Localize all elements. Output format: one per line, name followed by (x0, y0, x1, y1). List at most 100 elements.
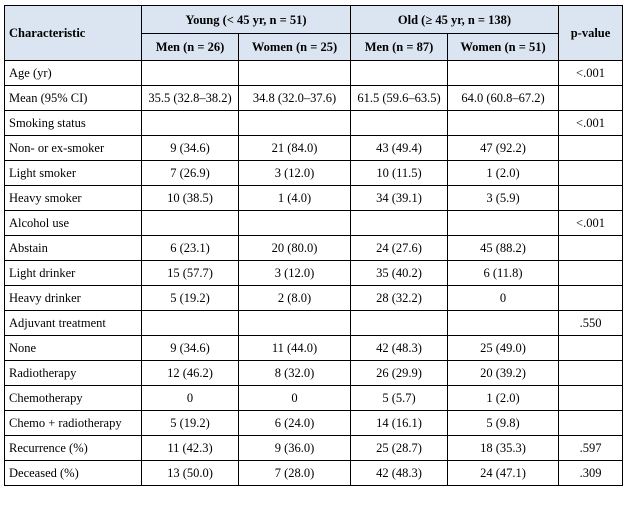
table-cell: 0 (141, 385, 239, 411)
table-cell: 61.5 (59.6–63.5) (350, 85, 448, 111)
row-label: Radiotherapy (4, 360, 142, 386)
table-cell: 3 (12.0) (238, 160, 351, 186)
pvalue-cell (558, 160, 623, 186)
table-cell (238, 310, 351, 336)
table-cell (350, 310, 448, 336)
table-cell: 11 (44.0) (238, 335, 351, 361)
table-row: Mean (95% CI) 35.5 (32.8–38.2) 34.8 (32.0–… (4, 85, 623, 111)
characteristic-header: Characteristic (4, 5, 142, 61)
table-body: Age (yr) <.001 Mean (95% CI) 35.5 (32.8–38.… (4, 60, 623, 486)
table-cell: 42 (48.3) (350, 460, 448, 486)
table-cell: 12 (46.2) (141, 360, 239, 386)
table-cell: 11 (42.3) (141, 435, 239, 461)
table-cell (350, 110, 448, 136)
table-cell: 3 (12.0) (238, 260, 351, 286)
table-cell (238, 110, 351, 136)
pvalue-cell: <.001 (558, 60, 623, 86)
table-row: Non- or ex-smoker 9 (34.6) 21 (84.0) 43 (49… (4, 135, 623, 161)
table-cell: 0 (238, 385, 351, 411)
pvalue-cell (558, 185, 623, 211)
table-cell: 5 (19.2) (141, 285, 239, 311)
table-cell (238, 60, 351, 86)
table-cell: 24 (27.6) (350, 235, 448, 261)
header-row-subgroups: Men (n = 26) Women (n = 25) Men (n = 87)… (5, 33, 623, 61)
table-cell: 1 (4.0) (238, 185, 351, 211)
pvalue-cell (558, 410, 623, 436)
row-label: Light smoker (4, 160, 142, 186)
table-cell: 25 (49.0) (447, 335, 559, 361)
table-cell: 21 (84.0) (238, 135, 351, 161)
row-label: Heavy smoker (4, 185, 142, 211)
table-cell: 0 (447, 285, 559, 311)
table-cell: 20 (39.2) (447, 360, 559, 386)
table-cell: 43 (49.4) (350, 135, 448, 161)
table-cell: 1 (2.0) (447, 160, 559, 186)
pvalue-cell (558, 235, 623, 261)
pvalue-cell: .309 (558, 460, 623, 486)
table-container: Characteristic Young (< 45 yr, n = 51) O… (4, 5, 623, 486)
table-cell: 35 (40.2) (350, 260, 448, 286)
table-cell: 20 (80.0) (238, 235, 351, 261)
table-cell: 3 (5.9) (447, 185, 559, 211)
table-cell: 15 (57.7) (141, 260, 239, 286)
table-cell (141, 60, 239, 86)
pvalue-header: p-value (558, 5, 623, 61)
old-women-header: Women (n = 51) (447, 33, 559, 61)
table-cell (350, 60, 448, 86)
row-label: Mean (95% CI) (4, 85, 142, 111)
header-row-groups: Characteristic Young (< 45 yr, n = 51) O… (4, 5, 623, 61)
table-row: Recurrence (%) 11 (42.3) 9 (36.0) 25 (28.7)… (4, 435, 623, 461)
old-group-header: Old (≥ 45 yr, n = 138) (350, 5, 559, 34)
table-cell: 13 (50.0) (141, 460, 239, 486)
table-cell (141, 110, 239, 136)
row-label: Heavy drinker (4, 285, 142, 311)
table-cell (141, 210, 239, 236)
young-women-header: Women (n = 25) (238, 33, 351, 61)
table-cell: 9 (34.6) (141, 135, 239, 161)
row-label: Alcohol use (4, 210, 142, 236)
table-cell (447, 110, 559, 136)
table-row: None 9 (34.6) 11 (44.0) 42 (48.3) 25 (49.0) (4, 335, 623, 361)
table-row: Heavy smoker 10 (38.5) 1 (4.0) 34 (39.1) 3 (… (4, 185, 623, 211)
pvalue-cell: <.001 (558, 210, 623, 236)
table-row: Light drinker 15 (57.7) 3 (12.0) 35 (40.2) 6… (4, 260, 623, 286)
characteristics-table: Characteristic Young (< 45 yr, n = 51) O… (4, 5, 623, 486)
row-label: Recurrence (%) (4, 435, 142, 461)
table-row: Adjuvant treatment .550 (4, 310, 623, 336)
pvalue-cell (558, 360, 623, 386)
table-cell: 14 (16.1) (350, 410, 448, 436)
table-cell: 64.0 (60.8–67.2) (447, 85, 559, 111)
row-label: Non- or ex-smoker (4, 135, 142, 161)
table-cell: 35.5 (32.8–38.2) (141, 85, 239, 111)
table-cell: 18 (35.3) (447, 435, 559, 461)
table-cell: 10 (11.5) (350, 160, 448, 186)
row-label: Age (yr) (4, 60, 142, 86)
table-cell: 45 (88.2) (447, 235, 559, 261)
table-cell: 47 (92.2) (447, 135, 559, 161)
table-row: Radiotherapy 12 (46.2) 8 (32.0) 26 (29.9) 20… (4, 360, 623, 386)
table-cell: 42 (48.3) (350, 335, 448, 361)
table-header: Characteristic Young (< 45 yr, n = 51) O… (4, 5, 623, 61)
row-label: Smoking status (4, 110, 142, 136)
table-cell (447, 210, 559, 236)
table-cell: 24 (47.1) (447, 460, 559, 486)
table-cell: 6 (23.1) (141, 235, 239, 261)
row-label: Chemo + radiotherapy (4, 410, 142, 436)
table-cell: 8 (32.0) (238, 360, 351, 386)
pvalue-cell (558, 335, 623, 361)
row-label: Chemotherapy (4, 385, 142, 411)
table-cell (238, 210, 351, 236)
table-row: Age (yr) <.001 (4, 60, 623, 86)
table-cell (141, 310, 239, 336)
row-label: Deceased (%) (4, 460, 142, 486)
pvalue-cell (558, 385, 623, 411)
table-cell: 2 (8.0) (238, 285, 351, 311)
table-cell: 28 (32.2) (350, 285, 448, 311)
pvalue-cell: .550 (558, 310, 623, 336)
row-label: Abstain (4, 235, 142, 261)
table-row: Alcohol use <.001 (4, 210, 623, 236)
pvalue-cell (558, 135, 623, 161)
table-cell: 7 (28.0) (238, 460, 351, 486)
row-label: Adjuvant treatment (4, 310, 142, 336)
young-group-header: Young (< 45 yr, n = 51) (141, 5, 351, 34)
